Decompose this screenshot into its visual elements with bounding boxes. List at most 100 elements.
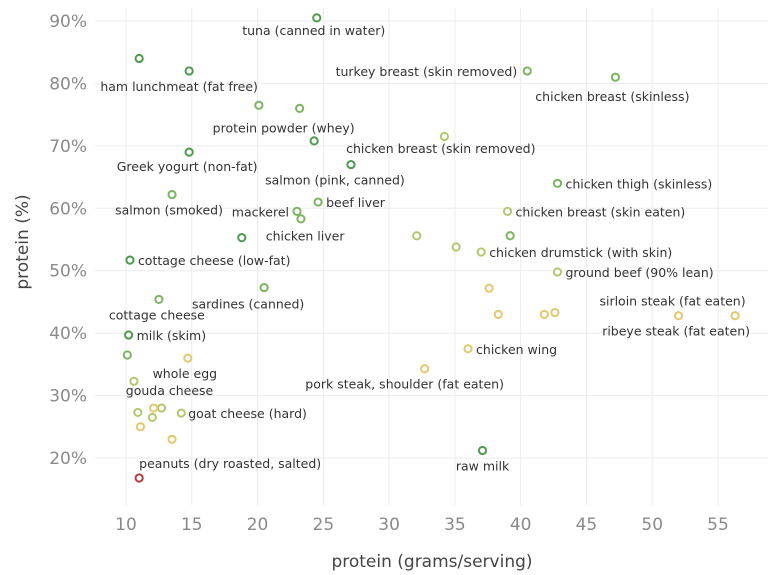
data-point [154,294,164,305]
data-point [522,66,532,76]
data-point [133,407,143,418]
point-label: chicken breast (skinless) [535,89,689,104]
point-label: mackerel [232,204,289,219]
y-tick-label: 20% [49,449,87,469]
data-point [156,403,167,413]
data-point [237,233,247,243]
grid-layer [95,8,768,505]
data-point [484,283,494,293]
x-tick-label: 35 [444,515,466,535]
point-label: peanuts (dry roasted, salted) [139,456,321,471]
x-tick-label: 55 [707,515,729,535]
data-point [254,100,264,110]
data-point [134,53,144,64]
x-tick-label: 45 [576,515,598,535]
data-point [610,72,620,82]
point-label: raw milk [456,459,510,474]
point-label: chicken thigh (skinless) [566,176,713,191]
point-label: chicken breast (skin eaten) [516,204,686,219]
x-tick-label: 40 [510,515,532,535]
data-point [124,330,134,340]
point-label: pork steak, shoulder (fat eaten) [305,377,504,392]
point-label: turkey breast (skin removed) [336,64,518,79]
data-point [505,231,515,241]
data-point [295,103,305,114]
x-tick-label: 25 [313,515,335,535]
y-tick-label: 50% [49,262,87,282]
point-label: salmon (smoked) [115,203,223,218]
point-label: sirloin steak (fat eaten) [599,294,745,309]
y-tick-label: 60% [49,199,87,219]
y-tick-label: 70% [49,137,87,157]
data-point [134,473,144,483]
data-point [412,231,422,241]
data-point [477,445,488,456]
data-point [493,309,503,320]
point-label: beef liver [326,195,386,210]
data-point [176,408,186,418]
data-point [129,376,139,386]
data-point [552,178,563,188]
data-point [730,311,740,321]
point-label: protein powder (whey) [213,120,355,135]
data-point [439,131,449,142]
data-point [184,66,194,76]
data-point [125,255,135,265]
point-label: tuna (canned in water) [242,23,385,38]
x-tick-label: 15 [181,515,203,535]
y-axis-title: protein (%) [13,194,33,289]
point-label: milk (skim) [137,328,207,343]
data-point [149,403,159,413]
data-point [502,206,513,217]
point-label: chicken breast (skin removed) [346,141,535,156]
data-point [420,364,430,374]
x-axis-title: protein (grams/serving) [331,552,532,572]
point-label: salmon (pink, canned) [265,173,405,188]
point-label: Greek yogurt (non-fat) [117,159,258,174]
y-tick-label: 30% [49,387,87,407]
point-label: chicken drumstick (with skin) [489,245,672,260]
point-label: cottage cheese [109,307,205,322]
point-label: ribeye steak (fat eaten) [602,324,750,339]
y-tick-label: 40% [49,324,87,344]
data-point [673,311,684,321]
point-label: chicken liver [266,229,346,244]
data-point [451,242,461,252]
point-label: ground beef (90% lean) [566,265,714,280]
x-tick-label: 50 [641,515,663,535]
x-tick-label: 10 [115,515,137,535]
points-layer [122,13,740,483]
data-point [259,282,269,293]
point-label: cottage cheese (low-fat) [138,253,291,268]
x-tick-label: 20 [247,515,269,535]
data-point [346,159,356,170]
data-point [476,247,486,257]
data-point [183,353,193,363]
data-point [552,267,563,277]
point-label: gouda cheese [126,383,214,398]
data-point [135,422,146,432]
data-point [147,412,157,423]
data-point [539,309,549,320]
data-point [167,434,177,444]
data-point [296,214,306,224]
point-label: goat cheese (hard) [188,406,307,421]
point-label: whole egg [153,366,218,381]
data-point [313,197,323,207]
y-tick-label: 90% [49,12,87,32]
data-point [309,136,319,146]
data-point [292,206,302,217]
y-tick-label: 80% [49,74,87,94]
data-point [184,147,194,157]
point-label: ham lunchmeat (fat free) [100,79,258,94]
point-label: chicken wing [476,342,557,357]
data-point [312,13,322,23]
axes-layer: 10 15 20 25 30 35 40 45 50 55 20% 30% 40% 50% 60% 70% 80… [49,12,729,535]
data-point [550,307,560,318]
point-label: sardines (canned) [192,297,304,312]
data-point [167,189,177,200]
x-tick-label: 30 [378,515,400,535]
data-point [463,344,473,354]
labels-layer: tuna (canned in water) ham lunchmeat (fat… [100,23,750,474]
